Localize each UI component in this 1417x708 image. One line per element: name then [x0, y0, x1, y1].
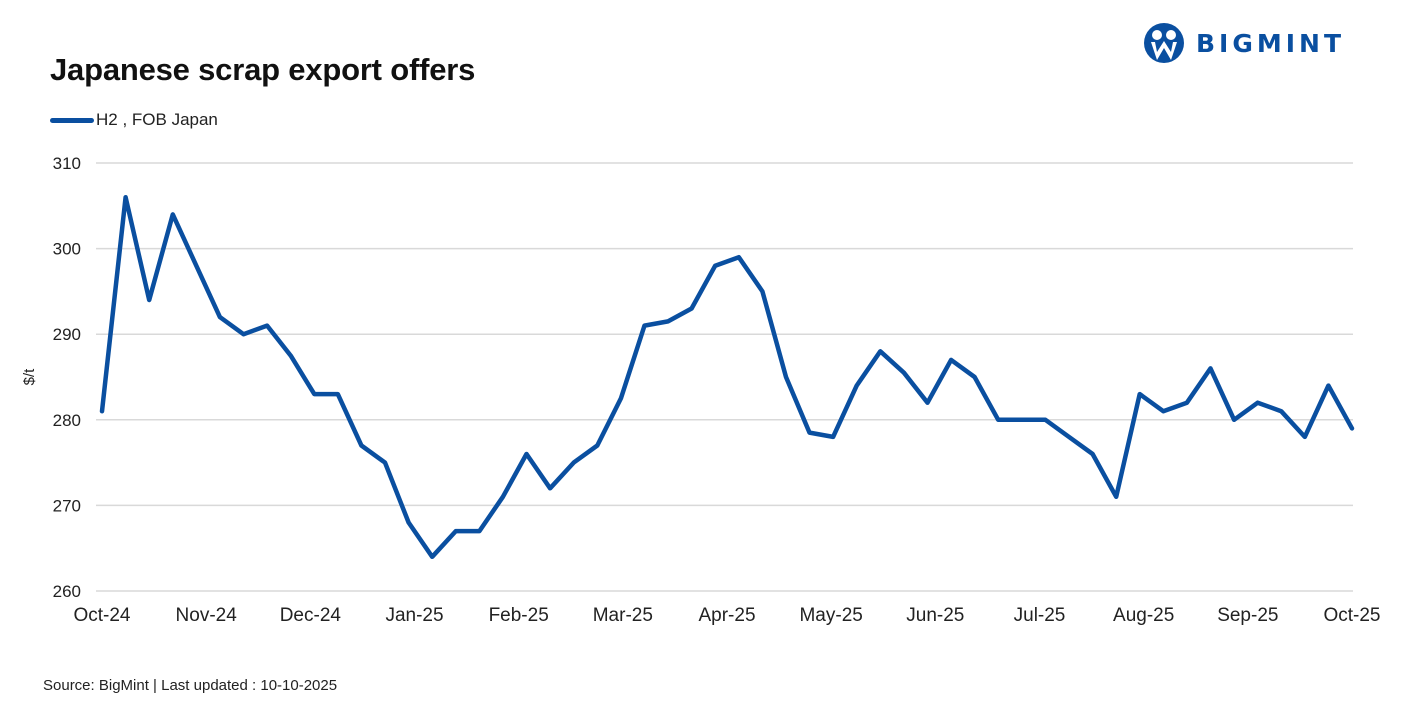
series-line-h2-fob-japan [99, 194, 1355, 560]
x-tick-label: Jan-25 [385, 605, 443, 626]
y-axis-label: $/t [21, 368, 38, 386]
y-tick-label: 260 [53, 582, 81, 601]
x-tick-label: Apr-25 [698, 605, 755, 626]
legend: H2 , FOB Japan [50, 110, 218, 130]
gridlines [96, 162, 1353, 592]
y-tick-label: 270 [53, 496, 81, 515]
y-tick-label: 300 [53, 240, 81, 259]
chart-title: Japanese scrap export offers [50, 52, 476, 87]
x-axis-ticks: Oct-24 Nov-24 Dec-24 Jan-25 Feb-25 Mar-25 Apr-… [73, 605, 1380, 626]
x-tick-label: Oct-25 [1323, 605, 1380, 626]
source-note: Source: BigMint | Last updated : 10-10-2… [43, 677, 338, 694]
y-axis-ticks: 310 300 290 280 270 260 [53, 154, 81, 601]
bigmint-logo: BIGMINT [1142, 22, 1345, 64]
y-tick-label: 280 [53, 411, 81, 430]
x-tick-label: Dec-24 [280, 605, 342, 626]
x-tick-label: Jun-25 [906, 605, 964, 626]
bigmint-logo-icon [1144, 23, 1184, 63]
y-tick-label: 290 [53, 325, 81, 344]
legend-line-swatch [50, 117, 94, 123]
x-tick-label: Sep-25 [1217, 605, 1278, 626]
x-tick-label: Mar-25 [593, 605, 653, 626]
x-tick-label: May-25 [799, 605, 862, 626]
y-tick-label: 310 [53, 154, 81, 173]
x-tick-label: Aug-25 [1113, 605, 1174, 626]
x-tick-label: Nov-24 [176, 605, 238, 626]
legend-label: H2 , FOB Japan [96, 110, 218, 129]
x-tick-label: Feb-25 [489, 605, 549, 626]
x-tick-label: Jul-25 [1014, 605, 1066, 626]
logo-text: BIGMINT [1196, 28, 1346, 58]
x-tick-label: Oct-24 [73, 605, 130, 626]
